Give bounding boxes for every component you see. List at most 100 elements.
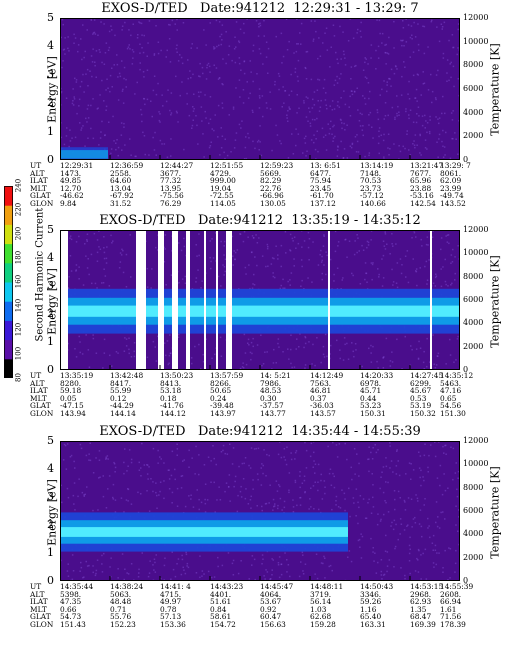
dropout-1 <box>136 230 146 370</box>
table-cell: 23.88 <box>410 183 432 193</box>
table-cell: 45.71 <box>360 386 382 396</box>
table-cell: 12:44:27 <box>160 161 194 170</box>
table-cell: 0.37 <box>310 393 327 403</box>
table-cell: 6978. <box>360 378 382 388</box>
table-cell: 5463. <box>440 378 462 388</box>
panel-3-y2label: Temperature [K] <box>488 466 502 559</box>
table-cell: 82.29 <box>260 176 282 186</box>
colorbar-tick-label: 200 <box>14 226 23 241</box>
table-cell: 68.47 <box>410 612 432 622</box>
table-cell: 5398. <box>60 589 82 599</box>
ytick-label: 1 <box>47 546 54 559</box>
table-cell: -57.12 <box>360 191 384 201</box>
table-cell: -46.62 <box>60 191 84 201</box>
colorbar-step <box>4 339 13 360</box>
table-cell: -44.29 <box>110 401 134 411</box>
ytick-label: 3 <box>47 279 54 292</box>
table-cell: 0.44 <box>360 393 377 403</box>
table-cell: 156.63 <box>260 620 286 629</box>
table-cell: 53.23 <box>360 401 382 411</box>
ytick-label: 0 <box>47 574 54 587</box>
table-cell: 13:29: 7 <box>440 161 471 170</box>
table-cell: 0.66 <box>60 604 77 614</box>
colorbar-frame <box>4 186 13 378</box>
table-cell: 137.12 <box>310 199 336 208</box>
table-cell: 143.97 <box>210 409 236 418</box>
table-cell: 12.70 <box>60 183 82 193</box>
y2tick-label: 8000 <box>463 271 484 281</box>
colorbar-gradient <box>4 186 13 379</box>
ytick-label: 5 <box>47 223 54 236</box>
table-cell: -41.76 <box>160 401 184 411</box>
colorbar-tick-label: 80 <box>14 373 23 382</box>
table-cell: 23.45 <box>310 183 332 193</box>
panel-2-title: EXOS-D/TED Date:941212 13:35:19 - 14:35:… <box>99 213 421 228</box>
table-cell: 0.84 <box>210 604 227 614</box>
y2tick-label: 0 <box>463 155 469 164</box>
table-cell: 3719. <box>310 589 332 599</box>
panel-2-ylabel: Energy [eV] <box>45 268 59 335</box>
y2tick-label: 2000 <box>463 552 484 562</box>
table-row-label: ALT <box>30 378 45 388</box>
table-cell: 14:48:11 <box>310 582 344 591</box>
table-cell: 0.92 <box>260 604 277 614</box>
dropout-0 <box>60 230 68 370</box>
table-row-label: ILAT <box>30 386 48 396</box>
table-cell: 14:38:24 <box>110 582 144 591</box>
table-cell: 0.53 <box>410 393 427 403</box>
colorbar-tick-label: 160 <box>14 274 23 289</box>
y2tick-label: 6000 <box>463 506 484 515</box>
table-cell: 999.00 <box>210 176 236 186</box>
table-cell: 14:27:45 <box>410 371 444 380</box>
table-cell: 13.04 <box>110 183 132 193</box>
ytick-label: 1 <box>47 335 54 348</box>
dropout-7 <box>226 230 232 370</box>
table-cell: 143.94 <box>60 409 86 418</box>
table-cell: 13:14:19 <box>360 161 394 170</box>
colorbar-step <box>4 243 13 264</box>
table-cell: 19.04 <box>210 183 232 193</box>
y2tick-label: 6000 <box>463 84 484 93</box>
y2tick-label: 10000 <box>463 248 489 258</box>
table-cell: 143.77 <box>260 409 286 418</box>
panel-3-plot <box>60 441 460 581</box>
ytick-label: 2 <box>47 518 54 531</box>
table-cell: 6299. <box>410 378 432 388</box>
table-cell: 75.94 <box>310 176 332 186</box>
band-layer-2 <box>60 305 460 317</box>
table-cell: 23.99 <box>440 183 462 193</box>
table-cell: 8280. <box>60 378 82 388</box>
band-layer-1 <box>60 150 108 159</box>
y2tick-label: 4000 <box>463 107 484 117</box>
table-cell: 13:35:19 <box>60 371 94 380</box>
table-cell: 45.67 <box>410 386 432 396</box>
table-cell: 48.53 <box>260 386 282 396</box>
table-cell: 1.35 <box>410 604 427 614</box>
table-cell: 12:59:23 <box>260 161 294 170</box>
table-cell: 2558. <box>110 168 132 178</box>
table-cell: 46.81 <box>310 386 332 396</box>
colorbar-tick-label: 120 <box>14 322 23 337</box>
table-cell: -36.03 <box>310 401 334 411</box>
table-cell: 1.61 <box>440 604 457 614</box>
panel-3-heatmap <box>60 441 460 581</box>
table-cell: -75.56 <box>160 191 184 201</box>
colorbar-tick-label: 180 <box>14 250 23 265</box>
dropout-8 <box>328 230 330 370</box>
table-cell: 150.32 <box>410 409 436 418</box>
table-cell: 71.56 <box>440 612 462 622</box>
table-cell: 53.18 <box>160 386 182 396</box>
table-cell: 65.96 <box>410 176 432 186</box>
ytick-label: 3 <box>47 490 54 503</box>
table-cell: 150.31 <box>360 409 386 418</box>
table-cell: 0.05 <box>60 393 77 403</box>
colorbar-tick-label: 140 <box>14 298 23 313</box>
table-cell: 12:36:59 <box>110 161 144 170</box>
table-row-label: ALT <box>30 168 45 178</box>
table-cell: 1.16 <box>360 604 377 614</box>
table-row-label: GLON <box>30 199 54 208</box>
colorbar-tick-label: 240 <box>14 178 23 193</box>
heatmap-background <box>60 441 460 581</box>
table-cell: 178.39 <box>440 620 466 629</box>
table-cell: -49.74 <box>440 191 464 201</box>
